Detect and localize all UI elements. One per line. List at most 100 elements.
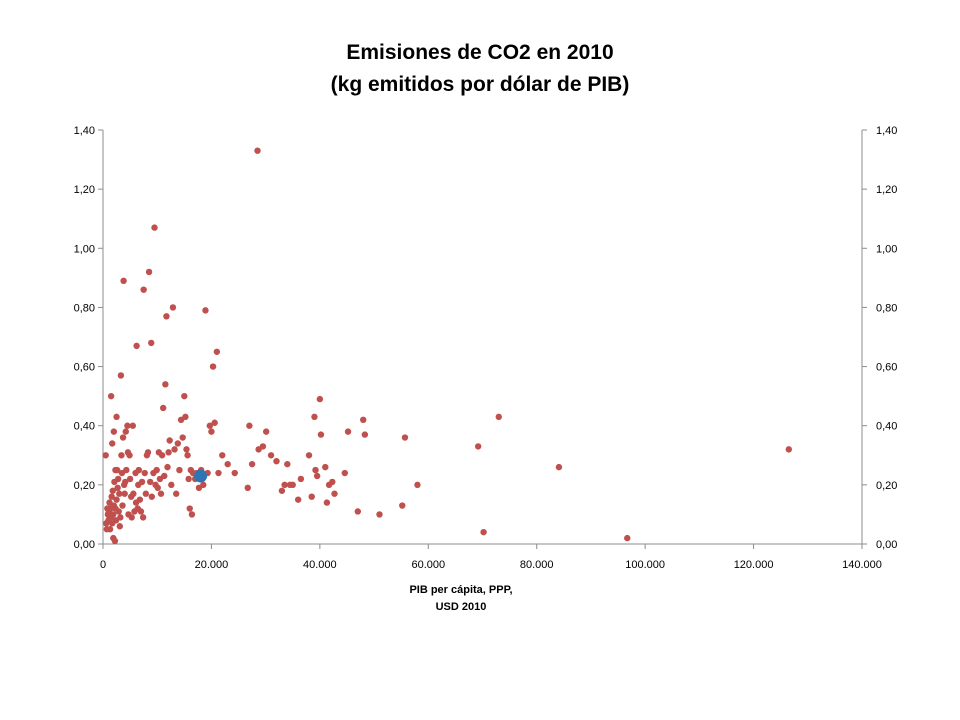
y-tick-label-right: 0,00	[876, 539, 897, 551]
data-point	[120, 277, 127, 285]
data-point	[113, 496, 120, 503]
data-point	[164, 463, 171, 471]
data-point	[211, 419, 218, 426]
data-point	[137, 508, 145, 515]
data-point	[102, 452, 109, 459]
data-point	[129, 422, 137, 429]
data-point	[182, 413, 189, 421]
data-point	[344, 428, 352, 435]
data-point	[244, 484, 251, 492]
data-point	[200, 481, 207, 489]
y-tick-label-left: 1,40	[74, 125, 95, 137]
y-tick-label-left: 0,00	[74, 539, 95, 551]
data-point	[168, 481, 175, 489]
data-point	[110, 511, 117, 518]
data-point	[376, 511, 383, 518]
data-point	[122, 428, 129, 435]
x-tick-label: 60.000	[411, 559, 445, 571]
data-point	[145, 268, 153, 276]
data-point	[399, 502, 406, 509]
x-axis-label-line-2: USD 2010	[435, 601, 487, 613]
data-point	[106, 526, 114, 533]
data-point	[128, 514, 135, 521]
data-point	[141, 469, 148, 477]
data-point	[414, 481, 421, 489]
data-point	[126, 475, 134, 483]
x-axis-label-line-1: PIB per cápita, PPP,	[409, 584, 513, 596]
data-point	[259, 443, 267, 450]
data-point	[157, 490, 165, 497]
data-point	[153, 466, 160, 474]
data-point	[146, 478, 154, 486]
data-point	[165, 449, 172, 456]
data-point	[186, 505, 193, 512]
data-point	[114, 484, 121, 492]
x-tick-label: 140.000	[842, 559, 882, 571]
data-point	[322, 463, 329, 471]
x-tick-label: 80.000	[520, 559, 554, 571]
data-point	[139, 514, 147, 521]
y-tick-label-right: 0,80	[876, 302, 897, 314]
y-tick-label-left: 1,00	[74, 243, 95, 255]
data-point	[209, 363, 217, 370]
data-point	[181, 392, 188, 400]
data-point	[115, 508, 122, 515]
y-tick-label-right: 0,20	[876, 480, 897, 492]
data-point	[174, 440, 182, 447]
data-point	[113, 413, 120, 421]
data-point	[110, 428, 118, 435]
data-point	[202, 307, 209, 314]
y-tick-label-left: 1,20	[74, 184, 95, 196]
data-point	[136, 496, 144, 503]
data-point	[148, 493, 155, 500]
data-point	[148, 339, 155, 347]
chart-title-line-2: (kg emitidos por dólar de PIB)	[330, 73, 630, 96]
data-point	[188, 511, 196, 518]
data-point	[172, 490, 180, 497]
data-point	[163, 313, 170, 320]
data-point	[555, 463, 563, 471]
data-point	[109, 487, 116, 494]
data-point	[135, 466, 142, 474]
y-tick-label-right: 1,20	[876, 184, 897, 196]
data-point	[158, 452, 166, 459]
data-point	[331, 490, 338, 497]
data-point	[474, 443, 482, 450]
data-point	[109, 440, 116, 447]
data-point	[107, 392, 115, 400]
y-tick-label-left: 0,60	[74, 362, 95, 374]
data-point	[116, 490, 123, 497]
data-point	[144, 449, 152, 456]
chart-title-line-1: Emisiones de CO2 en 2010	[346, 41, 614, 64]
data-point	[161, 472, 168, 480]
data-point	[361, 431, 369, 438]
data-point	[130, 490, 137, 497]
data-point	[262, 428, 270, 435]
data-point	[169, 304, 177, 311]
data-point	[121, 490, 128, 497]
data-point	[785, 446, 793, 453]
y-tick-label-right: 1,40	[876, 125, 897, 137]
data-point	[313, 472, 321, 480]
data-point	[142, 490, 150, 497]
x-tick-label: 40.000	[303, 559, 337, 571]
data-point	[215, 469, 222, 477]
data-point	[117, 514, 124, 521]
data-point	[354, 508, 362, 515]
x-tick-label: 120.000	[734, 559, 774, 571]
data-point	[154, 484, 161, 492]
data-point	[171, 446, 178, 453]
y-tick-label-left: 0,40	[74, 421, 95, 433]
data-point	[323, 499, 331, 506]
data-point	[179, 434, 186, 441]
y-tick-label-right: 0,40	[876, 421, 897, 433]
data-point	[113, 466, 121, 474]
data-point	[278, 487, 286, 494]
data-point	[184, 452, 191, 459]
y-tick-label-right: 0,60	[876, 362, 897, 374]
data-point	[401, 434, 409, 441]
data-point	[312, 466, 319, 474]
data-point	[176, 466, 183, 474]
data-point	[246, 422, 253, 429]
